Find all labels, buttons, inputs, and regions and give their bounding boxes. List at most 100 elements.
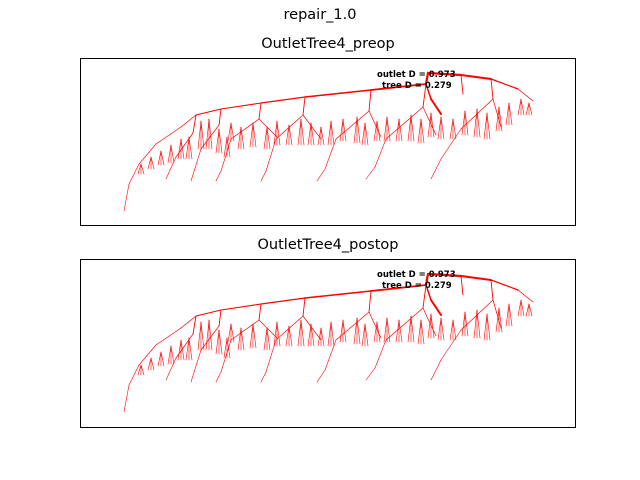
terminal-branch: [185, 337, 190, 361]
trunk-segment: [155, 126, 182, 145]
terminal-branch: [177, 138, 182, 160]
terminal-branch: [356, 116, 361, 144]
terminal-branch: [464, 110, 469, 136]
branch: [200, 325, 220, 351]
trunk-segment: [195, 309, 222, 317]
branch: [230, 319, 260, 341]
trunk-segment: [425, 83, 432, 100]
branch: [218, 309, 222, 327]
trunk-segment: [490, 78, 519, 90]
terminal-branch: [373, 321, 378, 343]
terminal-branch: [383, 116, 388, 142]
terminal-branch: [266, 126, 271, 150]
trunk-segment: [490, 279, 519, 291]
terminal-branch: [342, 319, 347, 343]
branch: [440, 329, 462, 361]
terminal-branch: [208, 118, 213, 150]
terminal-branch: [361, 122, 366, 146]
terminal-branch: [150, 357, 155, 371]
terminal-branch: [237, 126, 242, 150]
terminal-branch: [150, 156, 155, 170]
terminal-branch: [398, 118, 403, 142]
terminal-branch: [373, 120, 378, 142]
branch: [365, 367, 376, 381]
branch: [368, 290, 372, 313]
branch: [374, 339, 387, 369]
terminal-branch: [230, 323, 235, 343]
terminal-branch: [266, 327, 271, 351]
trunk-segment: [123, 183, 130, 212]
terminal-branch: [285, 124, 290, 146]
branch: [215, 371, 222, 383]
branch: [460, 275, 464, 296]
trunk-segment: [138, 344, 157, 366]
annotation-outlet-diameter: outlet D = 0.973: [377, 70, 456, 80]
terminal-branch: [167, 144, 172, 164]
trunk-segment: [220, 303, 262, 311]
branch: [324, 138, 337, 170]
terminal-branch: [288, 325, 293, 347]
terminal-branch: [197, 321, 202, 351]
terminal-branch: [226, 337, 231, 359]
terminal-branch: [320, 126, 325, 146]
terminal-branch: [498, 106, 503, 132]
trunk-segment: [260, 297, 306, 305]
terminal-branch: [263, 126, 268, 150]
terminal-branch: [476, 108, 481, 138]
branch: [422, 106, 437, 136]
branch: [385, 307, 424, 341]
panel-title-postop: OutletTree4_postop: [257, 237, 399, 253]
terminal-branch: [327, 120, 332, 146]
trunk-segment: [128, 364, 140, 386]
annotation-tree-diameter: tree D = 0.279: [382, 281, 452, 291]
trunk-segment: [370, 83, 427, 91]
terminal-branch: [208, 319, 213, 351]
tree-diagram-postop: [123, 272, 534, 413]
terminal-branch: [160, 150, 165, 166]
terminal-branch: [167, 345, 172, 365]
branch: [316, 168, 326, 182]
trunk-segment: [430, 98, 442, 115]
terminal-branch: [307, 323, 312, 347]
trunk-segment: [424, 71, 430, 86]
branch: [430, 158, 442, 180]
terminal-branch: [310, 122, 315, 146]
branch: [302, 96, 306, 116]
terminal-branch: [147, 156, 152, 170]
terminal-branch: [297, 118, 302, 146]
terminal-branch: [147, 357, 152, 371]
terminal-branch: [525, 102, 530, 116]
terminal-branch: [407, 114, 412, 142]
branch: [220, 339, 232, 373]
branch: [265, 339, 277, 373]
terminal-branch: [353, 116, 358, 144]
branch: [430, 359, 442, 381]
branch: [302, 297, 306, 317]
terminal-branch: [364, 323, 369, 347]
terminal-branch: [505, 102, 510, 126]
terminal-branch: [140, 364, 145, 376]
terminal-branch: [188, 337, 193, 361]
terminal-branch: [417, 118, 422, 144]
terminal-branch: [420, 319, 425, 345]
terminal-branch: [437, 116, 442, 140]
trunk-segment: [370, 284, 427, 292]
terminal-branch: [177, 339, 182, 361]
branch: [324, 339, 337, 371]
terminal-branch: [160, 351, 165, 367]
terminal-branch: [364, 122, 369, 146]
terminal-branch: [395, 118, 400, 142]
terminal-branch: [410, 315, 415, 343]
terminal-branch: [398, 319, 403, 343]
terminal-branch: [200, 321, 205, 351]
trunk-segment: [424, 272, 430, 287]
branch: [192, 114, 197, 134]
trunk-segment: [123, 384, 130, 413]
branch: [258, 118, 278, 138]
terminal-branch: [528, 303, 533, 317]
terminal-branch: [310, 323, 315, 347]
branch: [460, 74, 464, 95]
terminal-branch: [486, 313, 491, 341]
branch: [302, 315, 322, 341]
terminal-branch: [427, 112, 432, 138]
